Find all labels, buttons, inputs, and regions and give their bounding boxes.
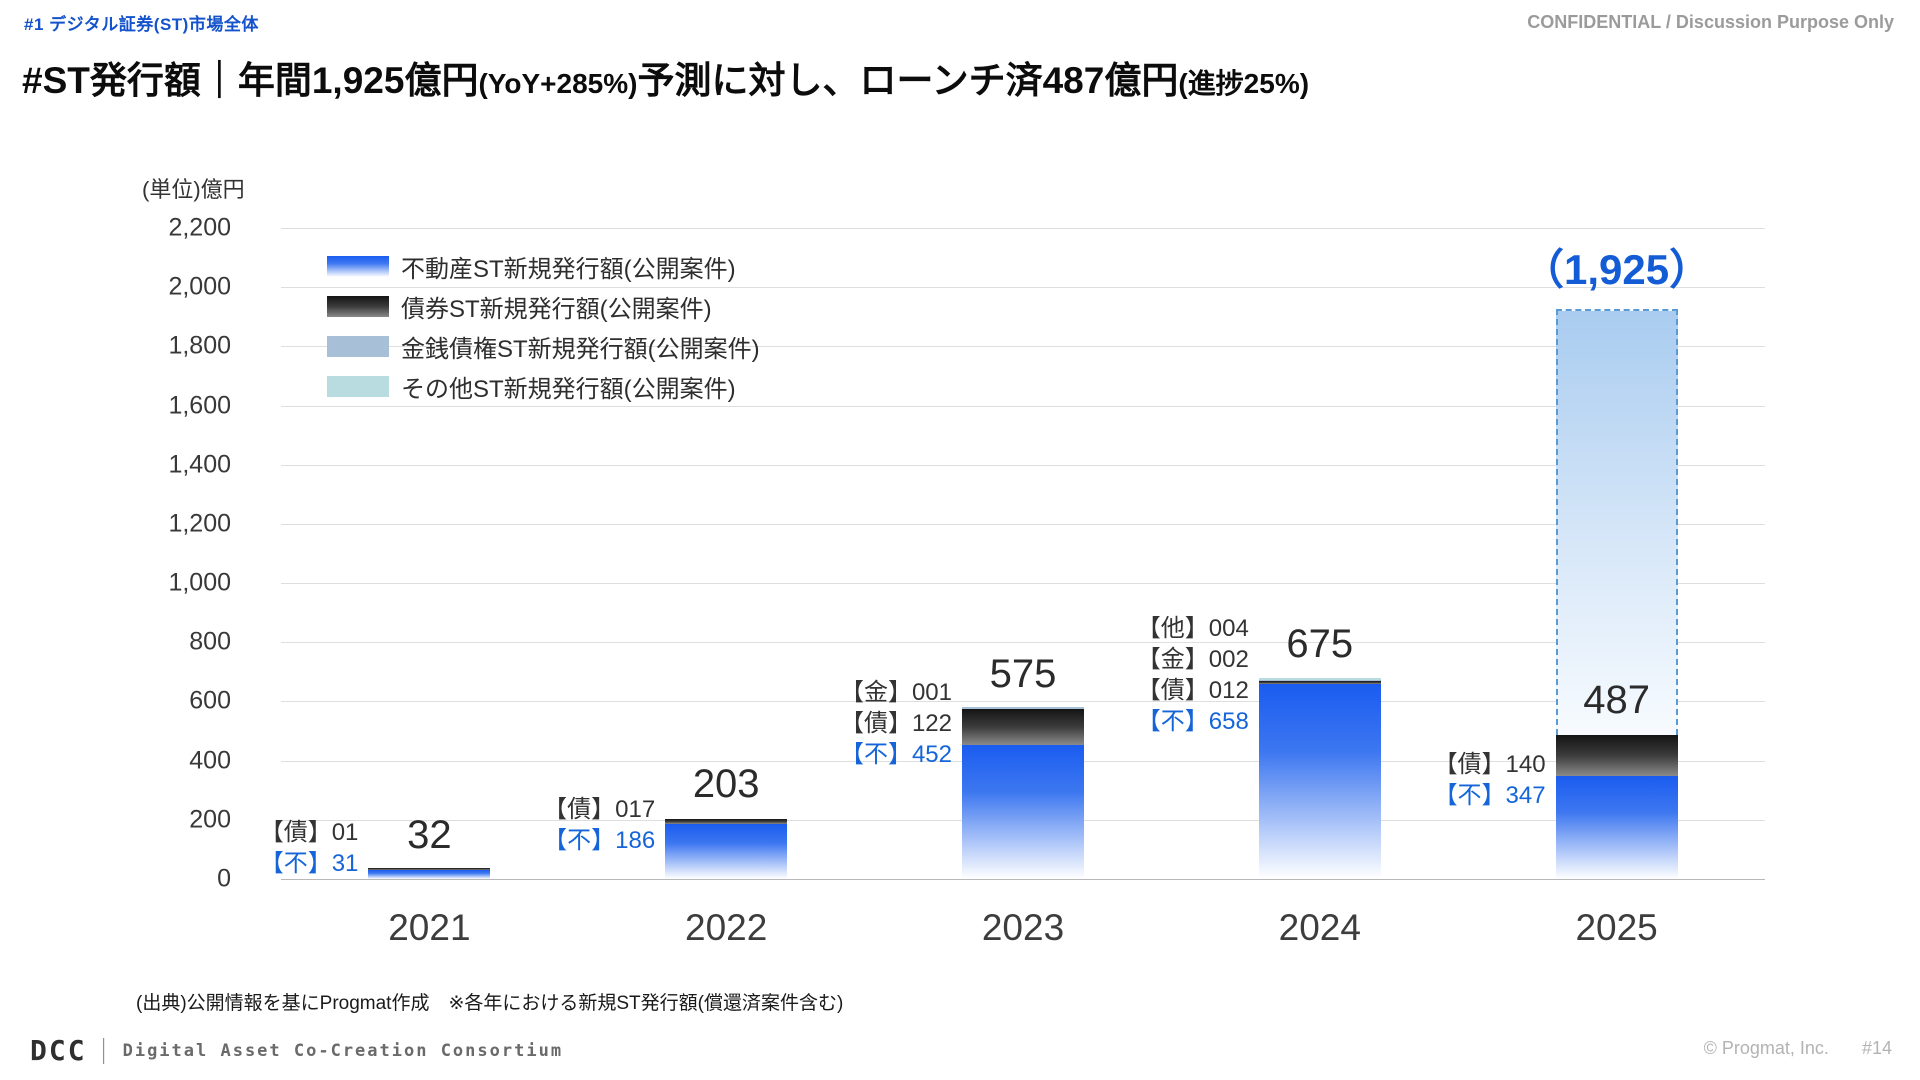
- bar-total-label: 487: [1583, 677, 1650, 722]
- x-axis-label: 2022: [685, 907, 768, 948]
- gridline: [281, 701, 1765, 703]
- bar-annotation-line: 【金】001: [839, 679, 952, 706]
- bar-annotation-line: 【他】004: [1136, 615, 1249, 642]
- legend-label: 金銭債権ST新規発行額(公開案件): [401, 335, 760, 363]
- legend-swatch: [327, 255, 389, 277]
- dcc-logo: DCC ｜ Digital Asset Co-Creation Consorti…: [30, 1032, 563, 1069]
- bar-annotation-line: 【不】658: [1136, 708, 1249, 735]
- y-axis-tick: 0: [217, 864, 231, 893]
- legend-item: 債券ST新規発行額(公開案件): [327, 286, 760, 326]
- bar-segment: [1258, 678, 1381, 681]
- bar-annotation-line: 【不】347: [1433, 782, 1546, 809]
- bar-segment: [368, 867, 491, 870]
- bar-total-label: 203: [692, 761, 760, 806]
- bar-annotation-line: 【不】31: [259, 850, 359, 877]
- bar-segment: [962, 745, 1084, 879]
- legend-label: 債券ST新規発行額(公開案件): [401, 295, 712, 323]
- y-axis-tick: 1,600: [168, 391, 231, 420]
- bar-total-label: 675: [1286, 621, 1354, 666]
- bar-annotation-line: 【債】01: [259, 819, 359, 846]
- x-axis-label: 2025: [1575, 907, 1658, 948]
- x-axis-label: 2024: [1278, 907, 1361, 948]
- x-axis-label: 2023: [981, 907, 1065, 948]
- y-axis-tick: 1,800: [168, 331, 231, 360]
- axis-unit-label: (単位)億円: [142, 177, 245, 202]
- bar-segment: [1258, 680, 1381, 685]
- logo-acronym: DCC: [30, 1034, 87, 1067]
- bar-annotation-line: 【不】452: [839, 741, 952, 768]
- bar-segment: [665, 818, 788, 824]
- bar-annotation-line: 【債】140: [1433, 751, 1546, 778]
- y-axis-tick: 2,000: [168, 272, 231, 301]
- bar-segment: [368, 869, 491, 879]
- gridline: [281, 523, 1765, 525]
- gridline: [281, 642, 1765, 644]
- bar-annotation-line: 【金】002: [1136, 646, 1249, 673]
- legend-label: 不動産ST新規発行額(公開案件): [401, 255, 736, 283]
- title-part: (進捗25%): [1178, 68, 1310, 99]
- bar-annotation-line: 【不】186: [543, 827, 656, 854]
- forecast-box: [1555, 309, 1678, 735]
- bar-total-label: 32: [407, 812, 452, 857]
- bar-annotation-line: 【債】012: [1136, 677, 1249, 704]
- x-axis-label: 2021: [388, 907, 471, 948]
- y-axis-tick: 200: [189, 805, 231, 834]
- bar-annotations: 【金】001 【債】122 【不】452: [840, 677, 952, 770]
- bar-segment: [1555, 734, 1678, 777]
- y-axis-tick: 2,200: [168, 213, 231, 242]
- title-part: (YoY+285%): [478, 68, 638, 99]
- gridline: [281, 583, 1765, 585]
- gridline: [281, 405, 1765, 407]
- y-axis-tick: 1,200: [168, 509, 231, 538]
- confidential-note: CONFIDENTIAL / Discussion Purpose Only: [1527, 12, 1894, 32]
- gridline: [281, 287, 1765, 289]
- gridline: [281, 879, 1765, 880]
- legend-swatch: [327, 335, 389, 357]
- bar-total-label: 575: [989, 651, 1057, 696]
- bar-segment: [665, 823, 788, 879]
- stacked-bar-chart: 0 200 400 600 800 1,000 1,200 1,400 1,600 1,800 2,…: [168, 214, 1765, 948]
- title-part: 予測に対し、ローンチ済487億円: [637, 60, 1179, 101]
- y-axis-tick: 400: [189, 746, 231, 775]
- legend-item: その他ST新規発行額(公開案件): [327, 366, 760, 406]
- copyright-text: © Progmat, Inc.: [1703, 1038, 1829, 1058]
- bar-segment: [962, 707, 1084, 710]
- legend-swatch: [327, 375, 389, 397]
- y-axis-tick: 1,000: [168, 568, 231, 597]
- logo-name: Digital Asset Co-Creation Consortium: [122, 1040, 564, 1061]
- bar-annotations: 【債】140 【不】347: [1434, 749, 1546, 811]
- legend-item: 金銭債権ST新規発行額(公開案件): [327, 326, 760, 366]
- page-title: #ST発行額｜年間1,925億円(YoY+285%)予測に対し、ローンチ済487…: [22, 50, 1309, 104]
- legend-label: その他ST新規発行額(公開案件): [401, 375, 736, 403]
- gridline: [281, 346, 1765, 348]
- gridline: [281, 464, 1765, 466]
- section-tag: #1 デジタル証券(ST)市場全体: [24, 15, 259, 34]
- bar-annotation-line: 【債】017: [543, 796, 656, 823]
- source-note: (出典)公開情報を基にProgmat作成 ※各年における新規ST発行額(償還済案…: [136, 993, 844, 1014]
- bar-annotation-line: 【債】122: [839, 710, 952, 737]
- logo-separator: ｜: [90, 1037, 117, 1067]
- legend-swatch: [327, 295, 389, 317]
- bar-segment: [1555, 776, 1678, 879]
- legend-item: 不動産ST新規発行額(公開案件): [327, 246, 760, 286]
- y-axis-tick: 1,400: [168, 450, 231, 479]
- forecast-total-label: （1,925）: [1522, 246, 1712, 294]
- y-axis-tick: 600: [189, 686, 231, 715]
- bar-annotations: 【他】004 【金】002 【債】012 【不】658: [1137, 613, 1249, 737]
- y-axis-tick: 800: [189, 627, 231, 656]
- bar-segment: [1258, 684, 1381, 879]
- chart-legend: 不動産ST新規発行額(公開案件) 債券ST新規発行額(公開案件) 金銭債権ST新規発…: [327, 246, 760, 406]
- bar-segment: [962, 709, 1084, 746]
- bar-annotations: 【債】017 【不】186: [543, 794, 655, 856]
- gridline: [281, 228, 1765, 229]
- title-part: #ST発行額｜年間1,925億円: [22, 60, 479, 101]
- bar-annotations: 【債】01 【不】31: [260, 817, 359, 879]
- page-number: #14: [1861, 1038, 1892, 1058]
- copyright-area: © Progmat, Inc. #14: [1704, 1038, 1892, 1059]
